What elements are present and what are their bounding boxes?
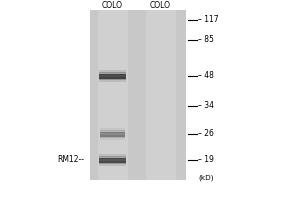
Text: RM12--: RM12-- xyxy=(57,156,84,164)
Bar xyxy=(99,73,126,78)
Bar xyxy=(99,158,126,163)
Bar xyxy=(100,130,125,133)
Text: – 85: – 85 xyxy=(198,36,214,45)
Bar xyxy=(100,128,125,131)
Text: (kD): (kD) xyxy=(198,175,214,181)
Text: – 34: – 34 xyxy=(198,102,214,110)
Bar xyxy=(99,156,126,159)
Bar xyxy=(99,154,126,157)
Bar xyxy=(98,10,128,180)
Bar xyxy=(100,132,125,137)
Text: COLO: COLO xyxy=(150,1,171,10)
Text: COLO: COLO xyxy=(102,1,123,10)
Text: – 19: – 19 xyxy=(198,156,214,164)
Bar xyxy=(99,70,126,73)
Bar xyxy=(90,10,186,180)
Bar xyxy=(99,163,126,166)
Bar xyxy=(146,10,176,180)
Bar xyxy=(99,161,126,164)
Bar xyxy=(100,137,125,140)
Bar xyxy=(99,77,126,80)
Bar xyxy=(99,72,126,75)
Text: – 117: – 117 xyxy=(198,16,219,24)
Bar xyxy=(100,135,125,138)
Text: – 48: – 48 xyxy=(198,72,214,80)
Bar xyxy=(99,79,126,82)
Text: – 26: – 26 xyxy=(198,130,214,138)
